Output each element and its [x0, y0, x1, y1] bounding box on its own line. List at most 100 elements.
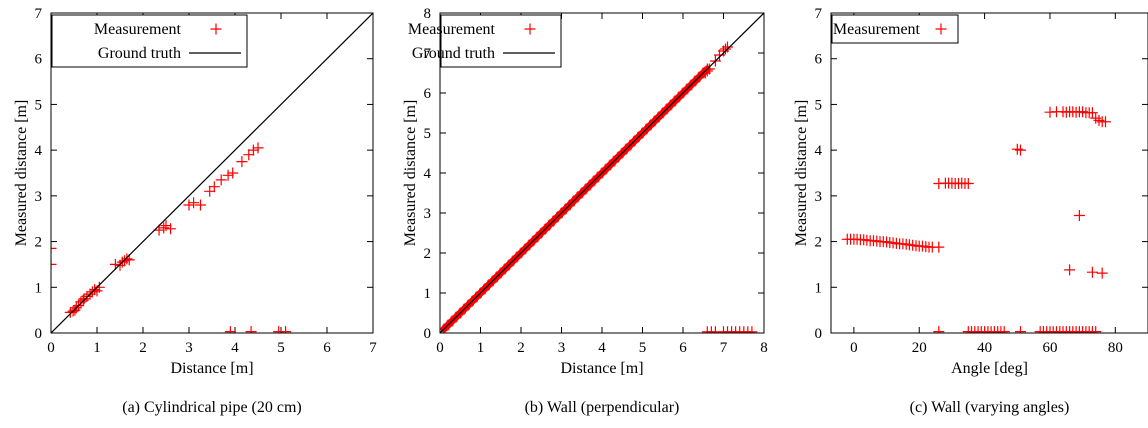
measurement-point [245, 326, 257, 333]
measurement-point [165, 223, 177, 235]
measurement-point [123, 254, 135, 266]
measurement-point [195, 199, 206, 211]
y-tick-label: 2 [815, 235, 823, 251]
y-tick-label: 6 [815, 52, 823, 68]
y-axis-label: Measured distance [m] [13, 100, 30, 247]
x-tick-label: 1 [93, 340, 101, 356]
panel-caption: (c) Wall (varying angles) [910, 399, 1070, 416]
legend: Measurement [831, 14, 959, 44]
measurement-point [224, 326, 236, 333]
x-tick-label: 1 [477, 340, 485, 356]
y-tick-label: 3 [424, 206, 432, 222]
y-tick-label: 7 [424, 46, 432, 62]
measurement-point [204, 185, 216, 197]
y-tick-label: 0 [424, 326, 432, 342]
measurement-point [703, 63, 715, 75]
legend-label: Measurement [833, 21, 921, 38]
measurement-point [208, 181, 220, 193]
x-tick-label: 3 [558, 340, 566, 356]
y-tick-label: 3 [815, 189, 823, 205]
x-tick-label: 40 [977, 340, 992, 356]
chart-panel-0: 0 1 2 3 4 5 6 7 0 1 2 3 4 5 6 7 Distance [m] Measured dis… [13, 6, 377, 416]
measurement-point [153, 224, 165, 236]
legend: Measurement Ground truth [51, 14, 248, 68]
y-tick-label: 8 [424, 6, 432, 22]
measurement-point [64, 306, 76, 318]
measurement-point [222, 169, 234, 181]
measurement-point [114, 259, 126, 271]
legend: Measurement Ground truth [408, 14, 562, 68]
measurement-point [78, 293, 90, 305]
measurement-point [227, 167, 239, 179]
measurement-point [158, 222, 170, 234]
measurement-point [1011, 143, 1023, 155]
legend-box [51, 14, 248, 68]
measurement-point [121, 253, 133, 265]
measurement-point [998, 326, 1010, 333]
measurement-point [962, 178, 974, 189]
measurement-point [109, 258, 121, 270]
measurement-point [280, 326, 292, 333]
x-tick-label: 4 [598, 340, 606, 356]
chart-panel-1: 0 1 2 3 4 5 6 7 8 0 1 2 3 4 5 6 7 8 Distance [m] Measured d… [402, 6, 768, 416]
legend-marker-swatch [210, 23, 222, 35]
measurement-point [722, 41, 733, 53]
axes-frame [439, 12, 765, 334]
x-tick-label: 4 [231, 340, 239, 356]
measurement-point [243, 149, 255, 161]
measurement-point [215, 174, 227, 186]
y-tick-label: 1 [35, 280, 43, 296]
x-axis-label: Distance [m] [560, 360, 643, 377]
measurement-point [1086, 266, 1098, 278]
y-tick-label: 2 [424, 246, 432, 262]
y-tick-label: 0 [815, 326, 823, 342]
legend-label: Measurement [94, 21, 182, 38]
y-tick-label: 5 [35, 97, 43, 113]
y-tick-label: 0 [35, 326, 43, 342]
y-tick-label: 6 [35, 52, 43, 68]
y-tick-label: 6 [424, 86, 432, 102]
y-tick-label: 1 [424, 286, 432, 302]
measurement-point [746, 326, 758, 333]
measurement-point [51, 258, 57, 270]
x-tick-label: 6 [323, 340, 331, 356]
measurement-point [1064, 264, 1076, 276]
y-tick-label: 3 [35, 189, 43, 205]
y-tick-label: 2 [35, 235, 43, 251]
y-tick-label: 4 [815, 143, 823, 159]
x-tick-label: 0 [850, 340, 858, 356]
panel-caption: (a) Cylindrical pipe (20 cm) [122, 399, 302, 416]
x-axis-label: Angle [deg] [951, 360, 1028, 377]
x-tick-label: 20 [912, 340, 927, 356]
x-tick-label: 0 [47, 340, 55, 356]
legend-label: Ground truth [98, 45, 181, 62]
x-axis-label: Distance [m] [170, 360, 253, 377]
x-tick-label: 5 [639, 340, 647, 356]
x-tick-label: 5 [277, 340, 285, 356]
axes-frame [50, 12, 374, 334]
measurement-point [1096, 267, 1108, 279]
measurement-point [1015, 326, 1026, 333]
measurement-point [933, 326, 945, 333]
plot-area [841, 106, 1111, 333]
legend-marker-swatch [935, 23, 947, 35]
legend-label: Ground truth [412, 45, 495, 62]
plot-area [440, 13, 764, 333]
axes-frame [830, 12, 1148, 334]
y-axis-label: Measured distance [m] [793, 100, 810, 247]
measurement-point [1015, 144, 1026, 156]
measurement-point [247, 144, 259, 156]
measurement-point [93, 281, 105, 293]
x-tick-label: 60 [1042, 340, 1057, 356]
plot-area [51, 13, 373, 333]
x-tick-label: 7 [369, 340, 377, 356]
y-tick-label: 7 [815, 6, 823, 22]
measurement-point [701, 65, 713, 77]
panel-caption: (b) Wall (perpendicular) [525, 399, 680, 416]
y-tick-label: 5 [424, 126, 432, 142]
measurement-point [720, 43, 731, 55]
measurement-point [236, 156, 248, 168]
ground-truth-line [51, 13, 373, 333]
legend-marker-swatch [524, 23, 536, 35]
